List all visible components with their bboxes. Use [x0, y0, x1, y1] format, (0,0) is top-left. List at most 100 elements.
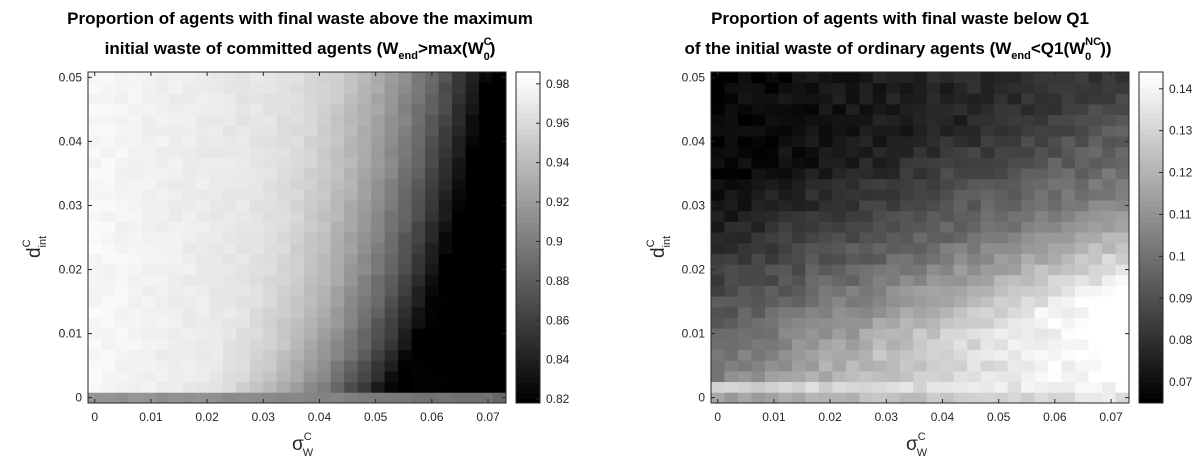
heatmap-cell: [182, 72, 197, 84]
heatmap-cell: [168, 104, 183, 116]
heatmap-cell: [344, 168, 359, 180]
heatmap-cell: [859, 264, 874, 276]
heatmap-cell: [711, 370, 725, 383]
heatmap-cell: [791, 317, 806, 329]
heatmap-cell: [967, 200, 982, 212]
heatmap-cell: [751, 274, 766, 286]
heatmap-cell: [724, 370, 739, 383]
colorbar-step: [1139, 325, 1163, 332]
heatmap-cell: [980, 392, 995, 404]
heatmap-cell: [114, 296, 129, 308]
colorbar-step: [1139, 128, 1163, 135]
heatmap-cell: [492, 232, 507, 244]
heatmap-cell: [1021, 370, 1036, 383]
heatmap-cell: [465, 274, 480, 286]
heatmap-cell: [236, 146, 251, 158]
heatmap-cell: [1075, 328, 1089, 340]
heatmap-cell: [913, 146, 928, 158]
heatmap-cell: [276, 82, 291, 94]
heatmap-cell: [452, 157, 466, 169]
right-title-line1: Proportion of agents with final waste be…: [711, 9, 1089, 28]
heatmap-cell: [492, 210, 507, 222]
heatmap-cell: [1075, 146, 1089, 158]
heatmap-cell: [994, 210, 1009, 222]
heatmap-cell: [1075, 72, 1089, 84]
heatmap-cell: [425, 349, 439, 361]
heatmap-cell: [236, 210, 251, 222]
heatmap-cell: [940, 253, 955, 265]
heatmap-cell: [872, 104, 887, 116]
heatmap-cell: [330, 189, 345, 201]
heatmap-cell: [1034, 253, 1049, 265]
heatmap-cell: [492, 360, 507, 372]
heatmap-cell: [128, 221, 143, 233]
heatmap-cell: [1021, 189, 1036, 201]
heatmap-cell: [155, 360, 170, 372]
heatmap-cell: [764, 253, 779, 265]
heatmap-cell: [737, 328, 752, 340]
heatmap-cell: [452, 285, 466, 297]
heatmap-cell: [222, 200, 237, 212]
heatmap-cell: [832, 360, 847, 372]
heatmap-cell: [872, 370, 887, 383]
heatmap-cell: [1007, 264, 1022, 276]
heatmap-cell: [128, 338, 143, 351]
heatmap-cell: [967, 328, 982, 340]
heatmap-cell: [1088, 306, 1103, 318]
heatmap-cell: [1061, 285, 1076, 297]
heatmap-cell: [872, 210, 887, 222]
heatmap-cell: [344, 136, 359, 148]
heatmap-cell: [452, 317, 466, 329]
heatmap-cell: [128, 157, 143, 169]
heatmap-cell: [371, 114, 386, 126]
heatmap-cell: [249, 392, 264, 404]
heatmap-cell: [899, 306, 914, 318]
heatmap-cell: [168, 72, 183, 84]
heatmap-cell: [371, 210, 386, 222]
heatmap-cell: [953, 72, 968, 84]
heatmap-cell: [980, 125, 995, 137]
chart-left: Proportion of agents with final waste ab…: [21, 9, 570, 459]
y-tick-label: 0.04: [59, 134, 83, 148]
heatmap-cell: [114, 168, 129, 180]
colorbar-step: [516, 113, 540, 120]
heatmap-cell: [967, 168, 982, 180]
heatmap-cell: [751, 104, 766, 116]
heatmap-cell: [1021, 242, 1036, 254]
heatmap-cell: [330, 221, 345, 233]
heatmap-cell: [195, 370, 210, 383]
heatmap-cell: [805, 136, 820, 148]
heatmap-cell: [1061, 381, 1076, 393]
heatmap-cell: [778, 381, 793, 393]
heatmap-cell: [724, 328, 739, 340]
heatmap-cell: [913, 296, 928, 308]
heatmap-cell: [764, 381, 779, 393]
heatmap-cell: [195, 317, 210, 329]
heatmap-cell: [155, 93, 170, 105]
heatmap-cell: [832, 338, 847, 351]
colorbar-step: [1139, 211, 1163, 218]
heatmap-cell: [425, 285, 439, 297]
heatmap-cell: [751, 253, 766, 265]
heatmap-cell: [980, 381, 995, 393]
heatmap-cell: [724, 232, 739, 244]
heatmap-cell: [398, 221, 413, 233]
heatmap-cell: [438, 72, 453, 84]
heatmap-cell: [357, 392, 372, 404]
heatmap-cell: [411, 189, 426, 201]
heatmap-cell: [953, 274, 968, 286]
heatmap-cell: [290, 253, 305, 265]
heatmap-cell: [398, 349, 413, 361]
heatmap-cell: [805, 82, 820, 94]
heatmap-cell: [832, 136, 847, 148]
heatmap-cell: [994, 253, 1009, 265]
heatmap-cell: [479, 242, 493, 254]
heatmap-cell: [872, 381, 887, 393]
colorbar-step: [516, 247, 540, 254]
heatmap-cell: [764, 370, 779, 383]
heatmap-cell: [344, 200, 359, 212]
heatmap-cell: [236, 189, 251, 201]
heatmap-cell: [1048, 274, 1062, 286]
heatmap-cell: [141, 392, 156, 404]
heatmap-cell: [1102, 157, 1116, 169]
